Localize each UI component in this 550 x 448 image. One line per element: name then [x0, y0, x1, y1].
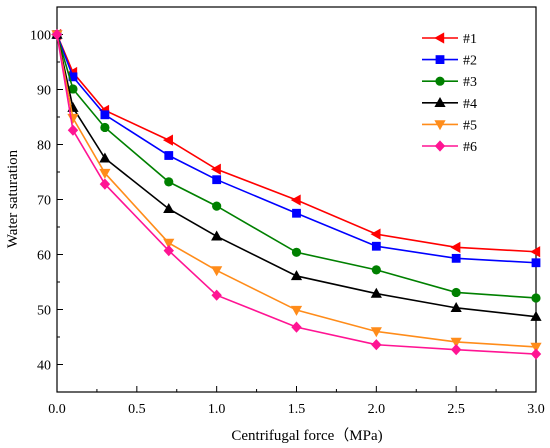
legend-marker	[434, 140, 446, 152]
y-axis-label: Water saturation	[5, 149, 21, 248]
legend-label: #6	[463, 140, 477, 155]
data-point	[450, 344, 462, 356]
data-point	[162, 134, 173, 146]
x-tick-label: 0.5	[128, 402, 146, 417]
data-point	[291, 321, 302, 333]
legend-marker	[435, 55, 445, 64]
data-point	[290, 194, 301, 206]
legend-item: #5	[422, 118, 477, 133]
data-point	[371, 339, 382, 351]
x-tick-label: 2.0	[368, 402, 386, 417]
data-point	[371, 241, 381, 251]
data-point	[163, 203, 175, 214]
x-tick-label: 0.0	[48, 402, 66, 417]
data-point	[531, 258, 541, 268]
legend-label: #3	[463, 75, 477, 90]
data-point	[51, 28, 63, 41]
data-point	[451, 253, 461, 263]
legend: #1 #2 #3 #4 #5 #6	[422, 32, 477, 155]
data-point	[99, 178, 111, 190]
data-point	[163, 238, 175, 249]
legend-item: #6	[422, 140, 477, 155]
y-tick-label: 40	[37, 359, 51, 374]
data-point	[370, 228, 381, 240]
legend-item: #3	[422, 75, 477, 90]
data-point	[68, 72, 78, 82]
series-group	[51, 28, 542, 360]
data-point	[211, 266, 223, 277]
data-point	[531, 293, 541, 303]
series-5	[51, 30, 542, 353]
data-point	[164, 151, 174, 160]
data-point	[370, 327, 382, 338]
data-point	[530, 342, 542, 353]
x-tick-label: 2.5	[447, 402, 465, 417]
x-axis-label: Centrifugal force（MPa)	[231, 427, 382, 444]
data-point	[67, 124, 79, 136]
data-point	[100, 122, 110, 133]
data-point	[99, 168, 111, 179]
series-1	[51, 28, 541, 258]
data-point	[450, 337, 462, 348]
data-point	[451, 287, 461, 298]
y-tick-label: 60	[37, 249, 51, 264]
data-point	[210, 163, 221, 175]
legend-marker	[434, 97, 446, 107]
legend-label: #2	[463, 54, 477, 69]
y-tick-label: 100	[30, 29, 51, 44]
x-tick-label: 1.0	[208, 402, 226, 417]
x-tick-label: 3.0	[527, 402, 545, 417]
legend-marker	[434, 32, 445, 44]
data-point	[450, 302, 462, 313]
series-3	[52, 29, 541, 303]
legend-marker	[435, 76, 445, 86]
legend-item: #1	[422, 32, 477, 47]
data-point	[67, 113, 79, 124]
data-point	[530, 348, 542, 360]
legend-label: #5	[463, 118, 477, 133]
data-point	[290, 270, 303, 281]
data-point	[530, 246, 541, 258]
data-point	[163, 245, 174, 257]
series-4	[51, 28, 542, 321]
legend-item: #2	[422, 54, 477, 69]
data-point	[290, 305, 303, 316]
y-tick-label: 90	[37, 84, 51, 99]
y-tick-label: 50	[37, 304, 51, 319]
data-point	[212, 201, 222, 211]
data-point	[450, 241, 461, 253]
y-tick-label: 80	[37, 139, 51, 154]
data-point	[292, 208, 301, 218]
legend-marker	[434, 120, 446, 131]
data-point	[211, 289, 222, 301]
data-point	[211, 230, 223, 241]
data-point	[212, 175, 222, 185]
series-6	[51, 28, 542, 360]
legend-label: #4	[463, 97, 477, 112]
x-tick-label: 1.5	[288, 402, 306, 417]
data-point	[164, 177, 174, 187]
axes: 0.0 0.5 1.0 1.5 2.0 2.5 3.0 40 50 60 70 80 90 100	[30, 6, 545, 417]
data-point	[530, 310, 542, 321]
data-point	[68, 84, 78, 94]
data-point	[370, 287, 382, 298]
y-tick-label: 70	[37, 194, 51, 209]
data-point	[371, 265, 381, 275]
data-point	[291, 247, 302, 257]
data-point	[100, 110, 110, 120]
legend-item: #4	[422, 97, 477, 112]
data-point	[99, 152, 111, 163]
legend-label: #1	[463, 32, 477, 47]
